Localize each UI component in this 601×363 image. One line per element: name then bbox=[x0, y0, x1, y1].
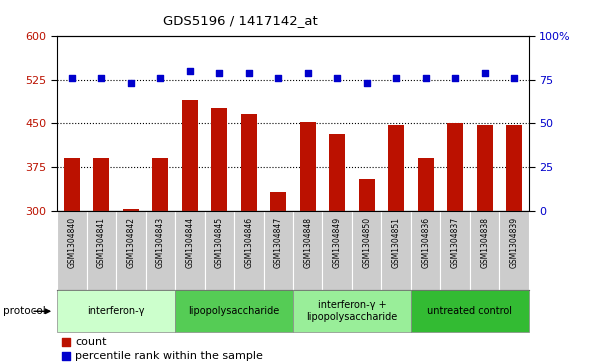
Text: GSM1304838: GSM1304838 bbox=[480, 217, 489, 268]
Point bbox=[126, 81, 136, 86]
Bar bbox=[293, 290, 411, 332]
Point bbox=[97, 75, 106, 81]
Text: GSM1304843: GSM1304843 bbox=[156, 217, 165, 268]
Text: lipopolysaccharide: lipopolysaccharide bbox=[188, 306, 279, 316]
Bar bbox=[57, 290, 175, 332]
Bar bbox=[293, 211, 323, 290]
Text: count: count bbox=[75, 337, 106, 347]
Bar bbox=[359, 179, 375, 211]
Bar bbox=[116, 211, 145, 290]
Text: GSM1304837: GSM1304837 bbox=[451, 217, 460, 268]
Point bbox=[391, 75, 401, 81]
Bar bbox=[388, 125, 404, 211]
Text: untreated control: untreated control bbox=[427, 306, 513, 316]
Bar bbox=[93, 158, 109, 211]
Bar bbox=[447, 123, 463, 211]
Bar bbox=[382, 211, 411, 290]
Text: interferon-γ: interferon-γ bbox=[87, 306, 145, 316]
Text: GSM1304842: GSM1304842 bbox=[126, 217, 135, 268]
Bar bbox=[411, 211, 441, 290]
Text: GSM1304841: GSM1304841 bbox=[97, 217, 106, 268]
Text: GSM1304845: GSM1304845 bbox=[215, 217, 224, 268]
Bar bbox=[499, 211, 529, 290]
Point bbox=[61, 353, 70, 359]
Text: GSM1304840: GSM1304840 bbox=[67, 217, 76, 268]
Text: interferon-γ +
lipopolysaccharide: interferon-γ + lipopolysaccharide bbox=[307, 301, 398, 322]
Bar bbox=[234, 211, 263, 290]
Text: GSM1304850: GSM1304850 bbox=[362, 217, 371, 268]
Point bbox=[156, 75, 165, 81]
Point bbox=[185, 68, 195, 74]
Bar bbox=[418, 158, 434, 211]
Bar bbox=[411, 290, 529, 332]
Bar bbox=[211, 108, 227, 211]
Text: protocol: protocol bbox=[3, 306, 46, 316]
Text: GSM1304847: GSM1304847 bbox=[273, 217, 282, 268]
Bar bbox=[263, 211, 293, 290]
Bar bbox=[64, 158, 80, 211]
Bar bbox=[329, 134, 346, 211]
Bar bbox=[204, 211, 234, 290]
Bar bbox=[57, 211, 87, 290]
Bar bbox=[123, 209, 139, 211]
Bar bbox=[175, 211, 204, 290]
Bar bbox=[145, 211, 175, 290]
Bar bbox=[352, 211, 382, 290]
Text: GSM1304851: GSM1304851 bbox=[392, 217, 401, 268]
Point bbox=[509, 75, 519, 81]
Bar bbox=[441, 211, 470, 290]
Text: GSM1304849: GSM1304849 bbox=[333, 217, 342, 268]
Text: percentile rank within the sample: percentile rank within the sample bbox=[75, 351, 263, 361]
Point bbox=[421, 75, 430, 81]
Text: GSM1304836: GSM1304836 bbox=[421, 217, 430, 268]
Point bbox=[303, 70, 313, 76]
Bar bbox=[506, 125, 522, 211]
Bar bbox=[323, 211, 352, 290]
Point bbox=[215, 70, 224, 76]
Text: GSM1304844: GSM1304844 bbox=[185, 217, 194, 268]
Point bbox=[273, 75, 283, 81]
Point bbox=[450, 75, 460, 81]
Bar bbox=[470, 211, 499, 290]
Bar bbox=[87, 211, 116, 290]
Text: GSM1304846: GSM1304846 bbox=[244, 217, 253, 268]
Bar bbox=[300, 122, 316, 211]
Text: GDS5196 / 1417142_at: GDS5196 / 1417142_at bbox=[163, 15, 318, 28]
Bar bbox=[477, 125, 493, 211]
Bar bbox=[175, 290, 293, 332]
Bar bbox=[270, 192, 286, 211]
Point bbox=[61, 339, 70, 344]
Point bbox=[332, 75, 342, 81]
Bar bbox=[240, 114, 257, 211]
Point bbox=[67, 75, 77, 81]
Text: GSM1304839: GSM1304839 bbox=[510, 217, 519, 268]
Bar bbox=[182, 100, 198, 211]
Point bbox=[362, 81, 371, 86]
Bar bbox=[152, 158, 168, 211]
Text: GSM1304848: GSM1304848 bbox=[304, 217, 313, 268]
Point bbox=[244, 70, 254, 76]
Point bbox=[480, 70, 489, 76]
